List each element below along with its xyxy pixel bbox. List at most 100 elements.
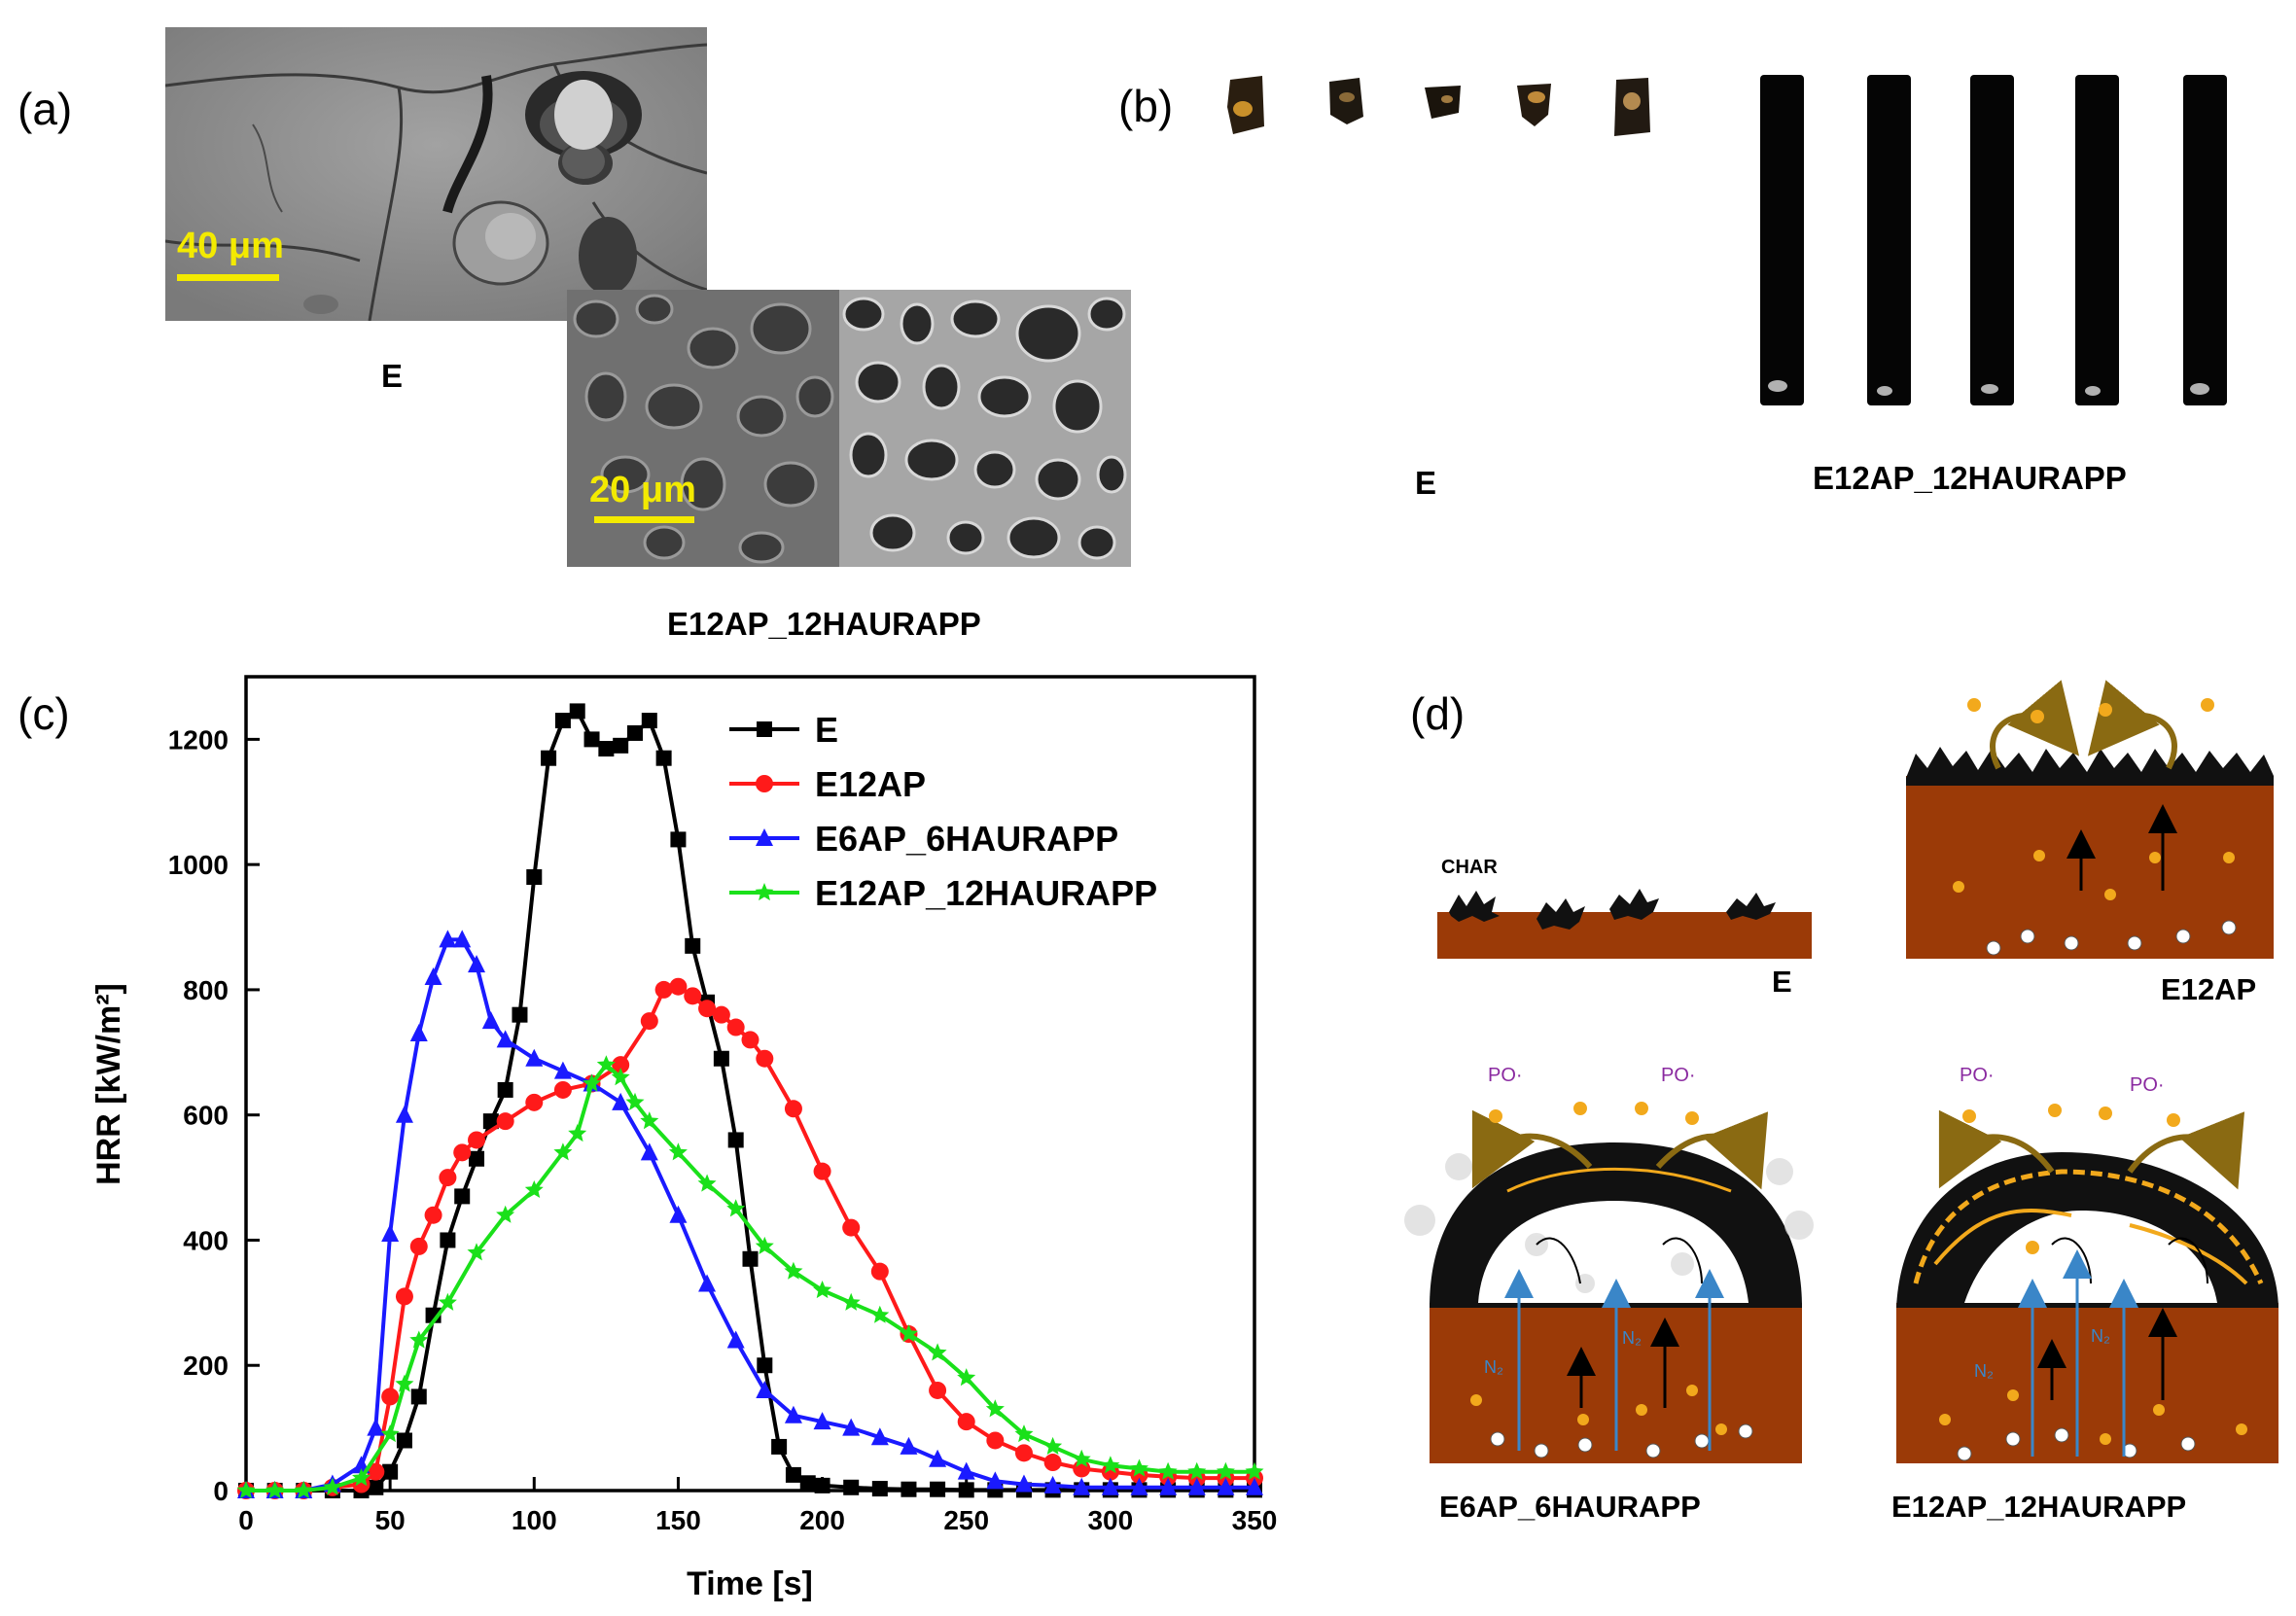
point-E12AP_12HAURAPP-7: [409, 1330, 429, 1349]
point-E6AP_6HAURAPP-5: [367, 1418, 385, 1436]
point-E-16: [526, 869, 543, 886]
point-E12AP_12HAURAPP-33: [1072, 1449, 1091, 1467]
point-E12AP-32: [929, 1381, 947, 1399]
point-E12AP_12HAURAPP-20: [697, 1174, 717, 1192]
point-E12AP_12HAURAPP-31: [1014, 1424, 1034, 1443]
point-E12AP_12HAURAPP-12: [553, 1142, 573, 1161]
series-E12AP_12HAURAPP: [236, 1055, 1264, 1499]
point-E-18: [554, 713, 571, 729]
point-E12AP-33: [957, 1413, 975, 1431]
point-E-29: [713, 1050, 729, 1067]
point-E12AP_12HAURAPP-11: [524, 1180, 544, 1198]
legend-label-2: E6AP_6HAURAPP: [815, 819, 1118, 859]
point-E12AP_12HAURAPP-19: [668, 1142, 688, 1161]
series-E6AP_6HAURAPP: [237, 930, 1263, 1498]
char-label: CHAR: [1441, 857, 1498, 878]
point-E12AP-10: [439, 1169, 457, 1187]
panel-label-c: (c): [18, 688, 70, 739]
point-E-10: [440, 1232, 456, 1248]
point-E12AP-23: [712, 1005, 730, 1024]
point-E6AP_6HAURAPP-36: [1130, 1477, 1148, 1495]
burnt-samples-e: [1227, 76, 1650, 136]
point-E6AP_6HAURAPP-26: [842, 1418, 861, 1436]
point-E12AP_12HAURAPP-17: [625, 1092, 645, 1110]
x-axis-ticks: 0 50 100 150 200 250 300 350: [238, 1477, 1277, 1535]
series-line-E: [246, 709, 1254, 1493]
point-E-6: [382, 1463, 399, 1480]
legend-marker-1: [756, 775, 773, 792]
n2-label-4: N₂: [2091, 1326, 2110, 1346]
x-axis-label: Time [s]: [687, 1565, 813, 1602]
point-E12AP-6: [381, 1388, 400, 1406]
plot-frame: [244, 675, 1256, 1493]
point-E12AP-5: [367, 1462, 385, 1481]
point-E-12: [469, 1150, 485, 1167]
panel-label-a: (a): [18, 84, 73, 134]
point-E12AP_12HAURAPP-38: [1216, 1461, 1235, 1480]
point-E12AP-13: [496, 1112, 514, 1131]
point-E12AP-27: [784, 1100, 802, 1118]
intact-samples-e12ap: [1760, 75, 2227, 405]
point-E-27: [685, 937, 701, 954]
point-E-26: [670, 831, 687, 848]
point-E6AP_6HAURAPP-10: [439, 930, 457, 948]
caption-d-e: E: [1772, 965, 1792, 999]
point-E12AP-7: [395, 1287, 413, 1306]
point-E12AP_12HAURAPP-13: [568, 1124, 587, 1142]
point-E12AP-26: [756, 1049, 774, 1068]
po-label-3: PO·: [1960, 1065, 1995, 1086]
point-E12AP-35: [1014, 1444, 1033, 1462]
point-E6AP_6HAURAPP-25: [813, 1412, 831, 1430]
x-tick-label-5: 250: [943, 1505, 989, 1535]
point-E12AP_12HAURAPP-14: [583, 1073, 602, 1092]
point-E-31: [742, 1250, 759, 1267]
y-axis-ticks: 0 200 400 600 800 1000 1200: [168, 724, 260, 1506]
point-E-14: [497, 1081, 513, 1098]
point-E-8: [410, 1388, 427, 1405]
point-E12AP-20: [669, 977, 688, 996]
point-E6AP_6HAURAPP-9: [424, 967, 442, 986]
point-E-30: [727, 1132, 744, 1148]
y-tick-label-6: 1200: [168, 724, 229, 755]
point-E6AP_6HAURAPP-33: [1043, 1475, 1062, 1493]
point-E6AP_6HAURAPP-29: [929, 1449, 947, 1467]
sem-image-right: [839, 290, 1131, 567]
point-E12AP-9: [424, 1206, 442, 1224]
point-E6AP_6HAURAPP-35: [1101, 1477, 1119, 1495]
point-E12AP-11: [453, 1143, 472, 1162]
point-E-21: [598, 741, 615, 757]
n2-label-3: N₂: [1974, 1361, 1994, 1381]
point-E-33: [771, 1438, 788, 1455]
caption-a-e12ap: E12AP_12HAURAPP: [667, 606, 981, 642]
sem-image-right-graphic: [839, 290, 1131, 567]
point-E-32: [757, 1357, 773, 1374]
point-E6AP_6HAURAPP-23: [756, 1380, 774, 1398]
x-tick-label-0: 0: [238, 1505, 254, 1535]
caption-d-e12ap: E12AP: [2161, 972, 2256, 1006]
sem-image-left-graphic: [567, 290, 839, 567]
caption-d-e12ap-haurapp: E12AP_12HAURAPP: [1891, 1490, 2186, 1524]
point-E12AP_12HAURAPP-22: [755, 1236, 774, 1254]
legend-marker-3: [755, 883, 774, 901]
point-E12AP_12HAURAPP-21: [726, 1199, 746, 1217]
n2-label-2: N₂: [1622, 1328, 1642, 1348]
caption-d-e6ap: E6AP_6HAURAPP: [1439, 1490, 1701, 1524]
mechanism-schematic: CHAR E E12AP PO·: [1404, 680, 2278, 1524]
point-E12AP-17: [612, 1056, 630, 1074]
legend: E E12AP E6AP_6HAURAPP E12AP_12HAURAPP: [729, 710, 1157, 913]
point-E12AP_12HAURAPP-10: [496, 1205, 515, 1223]
point-E6AP_6HAURAPP-38: [1187, 1477, 1206, 1495]
po-label-1: PO·: [1488, 1065, 1523, 1086]
point-E12AP-19: [654, 980, 673, 999]
point-E12AP_12HAURAPP-30: [985, 1399, 1005, 1418]
y-axis-label: HRR [kW/m²]: [90, 983, 127, 1185]
point-E12AP_12HAURAPP-29: [957, 1368, 976, 1387]
y-tick-label-5: 1000: [168, 850, 229, 880]
point-E6AP_6HAURAPP-6: [381, 1224, 400, 1243]
point-E6AP_6HAURAPP-24: [784, 1405, 802, 1423]
point-E-5: [368, 1479, 384, 1495]
point-E6AP_6HAURAPP-30: [957, 1461, 975, 1480]
point-E-39: [901, 1481, 917, 1497]
legend-label-0: E: [815, 710, 838, 750]
point-E-38: [871, 1481, 888, 1497]
